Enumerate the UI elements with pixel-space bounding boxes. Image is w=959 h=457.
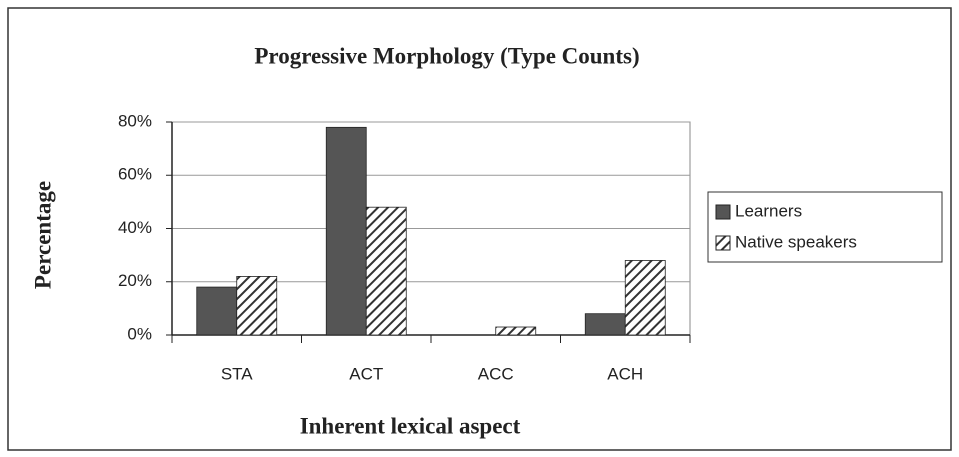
bar	[325, 126, 367, 336]
legend-box	[707, 191, 943, 263]
y-tick-label: 20%	[118, 271, 152, 290]
bar	[236, 276, 278, 336]
y-tick-label: 80%	[118, 111, 152, 130]
x-tick-label: ACH	[607, 364, 643, 383]
x-tick-label: STA	[221, 364, 253, 383]
y-tick-label: 0%	[127, 324, 152, 343]
bar	[196, 286, 238, 336]
x-axis-label: Inherent lexical aspect	[300, 413, 521, 438]
bar	[365, 206, 407, 336]
legend-swatch	[715, 235, 731, 251]
bar	[624, 260, 666, 336]
legend-label: Native speakers	[735, 232, 857, 251]
bar	[584, 313, 626, 336]
x-tick-label: ACC	[478, 364, 514, 383]
x-tick-label: ACT	[349, 364, 383, 383]
y-axis-label: Percentage	[30, 181, 55, 289]
bar	[495, 326, 537, 336]
legend-label: Learners	[735, 201, 802, 220]
y-tick-label: 60%	[118, 165, 152, 184]
y-tick-label: 40%	[118, 218, 152, 237]
legend-swatch	[715, 204, 731, 220]
chart-title: Progressive Morphology (Type Counts)	[254, 43, 639, 68]
